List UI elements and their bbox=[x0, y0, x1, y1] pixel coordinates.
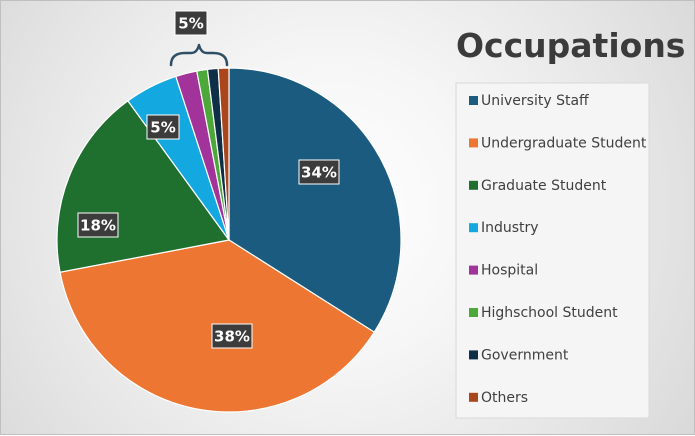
pie-slice-others bbox=[217, 67, 230, 241]
data-label-box bbox=[146, 114, 180, 140]
data-label-5: 5% bbox=[174, 10, 208, 36]
legend-label: Graduate Student bbox=[481, 178, 607, 194]
legend-item-hospital: Hospital bbox=[469, 263, 538, 279]
legend-swatch bbox=[469, 96, 478, 105]
data-label-text: 38% bbox=[214, 328, 250, 346]
legend-swatch bbox=[469, 392, 478, 402]
legend-swatch bbox=[469, 180, 478, 190]
legend-item-graduate-student: Graduate Student bbox=[469, 178, 607, 194]
data-label-3: 18% bbox=[77, 212, 119, 238]
data-labels-group: 34% 38% 18% 5% 5% bbox=[77, 10, 340, 349]
data-label-text: 18% bbox=[80, 217, 116, 235]
data-label-box bbox=[77, 212, 119, 238]
group-brace bbox=[169, 43, 229, 67]
legend-swatch bbox=[469, 350, 478, 360]
legend-label: Undergraduate Student bbox=[481, 135, 647, 151]
legend-swatch bbox=[469, 223, 478, 233]
legend-label: Hospital bbox=[481, 263, 538, 279]
legend-swatch bbox=[469, 138, 478, 148]
data-label-text: 34% bbox=[301, 164, 337, 182]
legend-label: University Staff bbox=[481, 93, 589, 109]
legend-swatch bbox=[469, 308, 478, 317]
legend-group: University Staff Undergraduate Student Gra… bbox=[469, 93, 647, 406]
data-label-box bbox=[174, 10, 208, 36]
data-label-1: 34% bbox=[298, 159, 340, 185]
legend-label: Industry bbox=[481, 220, 539, 236]
legend-label: Others bbox=[481, 390, 528, 406]
pie-slice-university-staff bbox=[228, 67, 402, 333]
legend-box bbox=[455, 82, 650, 419]
legend-item-undergraduate-student: Undergraduate Student bbox=[469, 135, 647, 151]
chart-title: Occupations bbox=[456, 26, 685, 65]
legend-item-highschool-student: Highschool Student bbox=[469, 305, 618, 321]
legend-item-government: Government bbox=[469, 347, 569, 363]
data-label-2: 38% bbox=[211, 323, 253, 349]
data-label-box bbox=[211, 323, 253, 349]
legend-label: Highschool Student bbox=[481, 305, 618, 321]
data-label-text: 5% bbox=[150, 119, 175, 137]
legend-item-industry: Industry bbox=[469, 220, 539, 236]
legend-item-others: Others bbox=[469, 390, 528, 406]
legend-item-university-staff: University Staff bbox=[469, 93, 589, 109]
data-label-box bbox=[298, 159, 340, 185]
legend-label: Government bbox=[481, 347, 569, 363]
pie-slices-group bbox=[56, 67, 402, 413]
data-label-4: 5% bbox=[146, 114, 180, 140]
data-label-text: 5% bbox=[178, 15, 203, 33]
legend-swatch bbox=[469, 265, 478, 275]
